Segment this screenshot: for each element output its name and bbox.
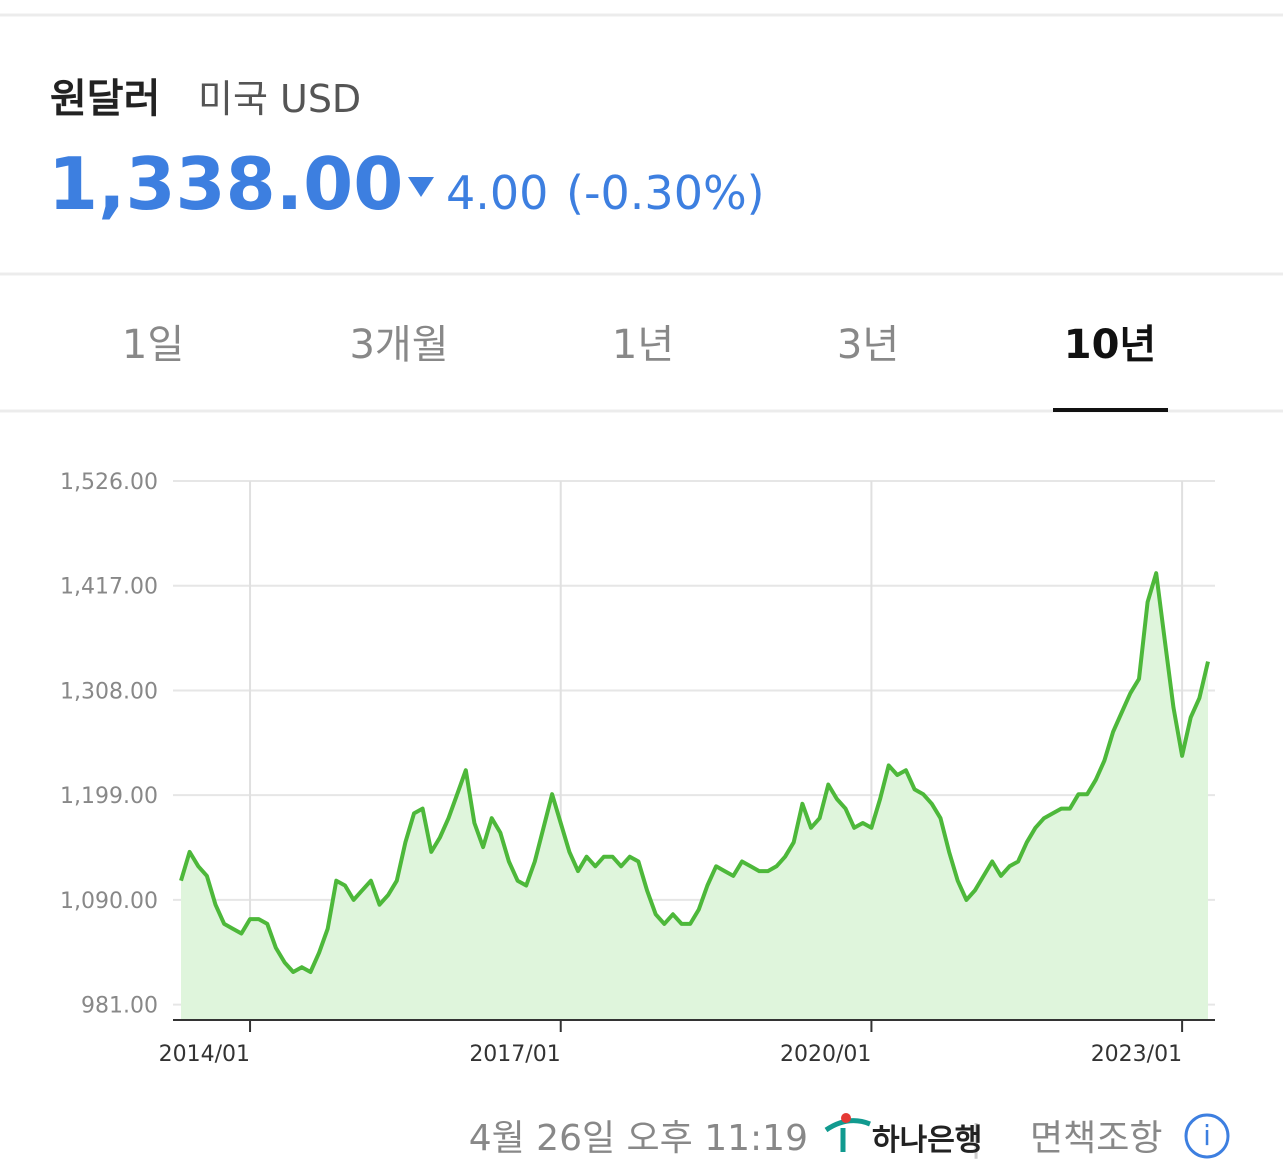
timestamp: 4월 26일 오후 11:19 [469, 1118, 808, 1159]
disclaimer[interactable]: 면책조항 [1030, 1118, 1162, 1159]
tab[interactable]: 3개월 [349, 322, 448, 368]
x-tick-label: 2017/01 [469, 1042, 560, 1067]
down-arrow [408, 177, 434, 197]
info-icon-glyph[interactable]: i [1203, 1119, 1211, 1152]
y-tick-label: 1,417.00 [60, 575, 158, 600]
y-tick-label: 1,199.00 [60, 784, 158, 809]
change: 4.00 [446, 166, 548, 220]
area [181, 573, 1208, 1020]
y-tick-label: 1,090.00 [60, 889, 158, 914]
bank-logo [824, 1118, 871, 1152]
title: 원달러 [50, 76, 160, 122]
separator: | [970, 1118, 982, 1159]
tab-underline [1053, 408, 1168, 412]
bank-name: 하나은행 [872, 1123, 982, 1158]
tab[interactable]: 1일 [122, 322, 184, 368]
price: 1,338.00 [48, 142, 403, 226]
x-tick-label: 2014/01 [159, 1042, 250, 1067]
y-tick-label: 1,308.00 [60, 679, 158, 704]
subtitle: 미국 USD [198, 77, 361, 121]
y-tick-label: 1,526.00 [60, 470, 158, 495]
x-tick-label: 2023/01 [1091, 1042, 1182, 1067]
bank-logo-dot [841, 1113, 851, 1123]
y-tick-label: 981.00 [81, 994, 158, 1019]
tab[interactable]: 3년 [837, 322, 899, 368]
tab[interactable]: 1년 [612, 322, 674, 368]
info-icon[interactable] [1184, 1113, 1230, 1159]
change-percent: (-0.30%) [566, 166, 765, 220]
tab[interactable]: 10년 [1064, 322, 1156, 368]
line [179, 571, 1210, 974]
x-tick-label: 2020/01 [780, 1042, 871, 1067]
